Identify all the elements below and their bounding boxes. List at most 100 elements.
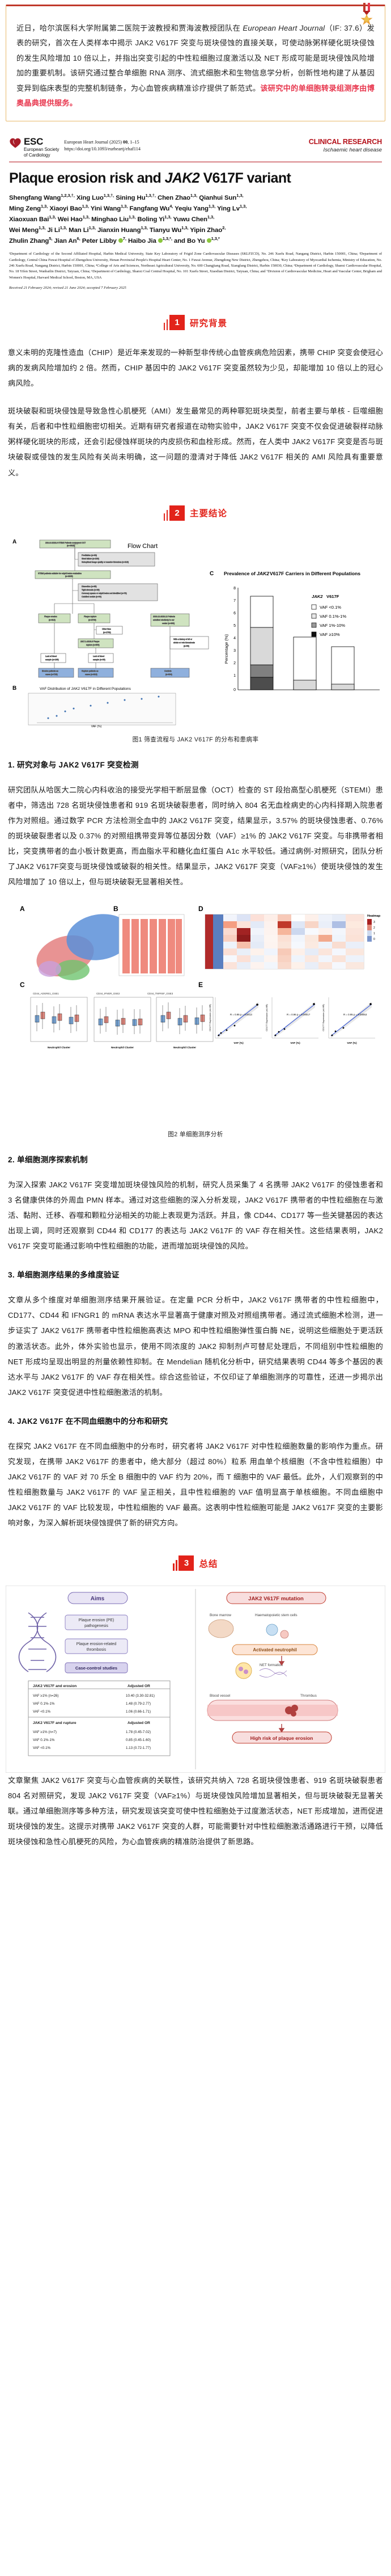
author-affil-marker: 1,3,: [236, 192, 244, 198]
flow-arrow-icon: [278, 1656, 285, 1733]
svg-text:10.40 (3.30-32.81): 10.40 (3.30-32.81): [126, 1694, 155, 1698]
svg-text:0.85 (0.45-1.60): 0.85 (0.45-1.60): [126, 1738, 151, 1742]
legend-title: JAK2: [312, 594, 323, 599]
svg-text:VAF <0.1%: VAF <0.1%: [320, 605, 341, 610]
stem-cell-icon: [266, 1624, 278, 1636]
svg-text:V617F: V617F: [326, 594, 339, 599]
author-affil-marker: 1,3,: [164, 214, 172, 220]
subsection-2: 2. 单细胞测序探索机制 为深入探索 JAK2 V617F 突变增加斑块侵蚀风险…: [0, 1153, 391, 1531]
section-badge-bars-3: 3: [173, 1555, 194, 1571]
svg-text:Plaque rupture: Plaque rupture: [84, 615, 96, 618]
orcid-icon[interactable]: [206, 238, 211, 243]
section-title: 研究背景: [189, 318, 227, 328]
section-title: 总结: [199, 1559, 218, 1569]
svg-text:5: 5: [233, 624, 236, 628]
citation-volume: 00: [122, 140, 128, 145]
svg-text:1.78 (0.45-7.02): 1.78 (0.45-7.02): [126, 1730, 151, 1734]
svg-text:(n=4515): (n=4515): [67, 545, 75, 547]
badge-bar-small: [173, 1563, 175, 1571]
orcid-icon[interactable]: [158, 238, 163, 243]
title-part-a: Plaque erosion risk and: [9, 170, 165, 187]
journal-doi[interactable]: https://doi.org/10.1093/eurheartj/ehaf11…: [64, 146, 141, 152]
esc-logo-sub-2: of Cardiology: [24, 152, 50, 158]
svg-text:0: 0: [373, 938, 375, 941]
badge-bar-large: [166, 509, 168, 521]
journal-rule: [9, 161, 382, 163]
author-affil-marker: 1,3,: [88, 225, 96, 230]
esc-logo-sub-1: European Society: [24, 147, 60, 153]
svg-text:JAK2 V617F and rupture: JAK2 V617F and rupture: [33, 1721, 76, 1725]
figure-2: A B D: [0, 902, 391, 1139]
svg-text:CD177 Expression (nLMR): CD177 Expression (nLMR): [209, 1004, 211, 1031]
badge-bar-large: [166, 319, 168, 331]
svg-text:CD177 Expression (nLMR): CD177 Expression (nLMR): [322, 1004, 325, 1031]
svg-text:JAK2: JAK2: [257, 571, 269, 576]
intro-section: 近日，哈尔滨医科大学附属第二医院于波教授和贾海波教授团队在 European H…: [0, 0, 391, 122]
svg-text:2014.6-2023.9 STEMI Patients u: 2014.6-2023.9 STEMI Patients underwent O…: [45, 542, 86, 544]
svg-text:VAF 0.1%-1%: VAF 0.1%-1%: [320, 614, 346, 619]
svg-text:8: 8: [233, 587, 236, 591]
svg-text:CD177 Expression (nLMR): CD177 Expression (nLMR): [265, 1004, 268, 1031]
svg-text:Tight stenosis (n=99): Tight stenosis (n=99): [82, 589, 100, 591]
svg-text:4: 4: [233, 636, 236, 640]
svg-text:Plaque erosion: Plaque erosion: [44, 615, 57, 618]
page-title: Plaque erosion risk and JAK2 V617F varia…: [9, 170, 382, 187]
svg-text:VAF 0.1%-1%: VAF 0.1%-1%: [33, 1702, 55, 1706]
svg-text:1: 1: [373, 932, 375, 935]
svg-text:0: 0: [233, 688, 236, 692]
esc-logo: ESC European Society of Cardiology: [9, 136, 60, 158]
svg-text:Dissection (n=65): Dissection (n=65): [82, 585, 96, 588]
panel-b-x-label: VAF (%): [91, 725, 102, 728]
summary-paragraph: 文章聚焦 JAK2 V617F 突变与心血管疾病的关联性，该研究共纳入 728 …: [8, 1776, 383, 1846]
svg-text:sample (n=35): sample (n=35): [93, 659, 105, 661]
svg-text:sample (n=185): sample (n=185): [45, 659, 59, 661]
svg-text:Other tims: Other tims: [102, 628, 111, 630]
box-pe-pathogenesis-1: Plaque erosion (PE): [79, 1618, 114, 1622]
corr-annotation-1: R = 0.95 p = 0.0013: [230, 1013, 252, 1016]
svg-text:center (n=860): center (n=860): [162, 622, 175, 625]
panel-letter-c: C: [20, 981, 25, 989]
intro-box: 近日，哈尔滨医科大学附属第二医院于波教授和贾海波教授团队在 European H…: [6, 3, 385, 122]
journal-citation: European Heart Journal (2025) 00, 1–15 h…: [64, 136, 141, 153]
svg-text:3: 3: [233, 649, 236, 653]
correlation-plots: R = 0.95 p = 0.0013 R = 0.96 p = 0.00017…: [209, 997, 375, 1044]
svg-text:VAF (%): VAF (%): [290, 1042, 300, 1044]
neutrophil-icon: [235, 1662, 252, 1679]
figure-2-caption: 图2 单细胞测序分析: [168, 1131, 223, 1139]
svg-text:cases (n=919): cases (n=919): [85, 673, 97, 676]
box-pe-thrombosis-1: Plaque erosion-related: [76, 1642, 117, 1646]
svg-text:3: 3: [373, 921, 375, 924]
figure-1: A Flow Chart 2014.6-2023.9 STEMI Patient…: [0, 535, 391, 744]
box-case-control: Case-control studies: [75, 1666, 117, 1671]
svg-text:(n=2706): (n=2706): [88, 619, 96, 621]
author-line: Wei Meng1,3, Ji Li1,3, Man Li1,3, Jianxi…: [9, 225, 226, 234]
author-affil-marker: 1,3,: [129, 214, 136, 220]
svg-text:2: 2: [233, 661, 236, 665]
figure-3-graphic: Aims JAK2 V617F mutation Plaque erosion …: [6, 1586, 385, 1773]
author-affil-marker: 1,3,: [141, 225, 148, 230]
badge-bar-small: [163, 513, 165, 521]
background-paragraph-2: 斑块破裂和斑块侵蚀是导致急性心肌梗死（AMI）发生最常见的两种罪犯斑块类型，前者…: [8, 407, 383, 477]
flow-chart-title: Flow Chart: [128, 543, 158, 550]
svg-text:cases (n=728): cases (n=728): [45, 673, 58, 676]
title-gene: JAK2: [164, 170, 200, 187]
esc-heart-logo-icon: [10, 138, 21, 149]
author-affil-marker: 1,3,*: [211, 236, 220, 242]
corr-annotation-3: R = 0.95 p = 0.00053: [343, 1013, 367, 1016]
author-affil-marker: 1,3,†,: [145, 192, 156, 198]
panel-letter-b: B: [113, 905, 118, 913]
subsection-3-paragraph: 文章从多个维度对单细胞测序结果开展验证。在定量 PCR 分析中，JAK2 V61…: [8, 1296, 383, 1397]
svg-text:VAF <0.1%: VAF <0.1%: [33, 1710, 51, 1714]
journal-section-sub: Ischaemic heart disease: [323, 147, 382, 154]
author-affil-marker: 1,3,: [207, 214, 215, 220]
award-ribbon-icon: [360, 3, 373, 25]
orcid-icon[interactable]: [118, 238, 123, 243]
panel-letter-a: A: [20, 905, 25, 913]
panel-c-y-label: Percentage (%): [224, 634, 229, 664]
author-affil-marker: 1,3,: [60, 225, 67, 230]
bone-marrow-icon: [208, 1619, 234, 1638]
svg-text:(n=804): (n=804): [165, 673, 172, 676]
panel-c-title: Prevalence of: [224, 571, 256, 576]
intro-segment-1: European Heart Journal: [243, 24, 325, 32]
author-affil-marker: 1,3,: [181, 225, 189, 230]
